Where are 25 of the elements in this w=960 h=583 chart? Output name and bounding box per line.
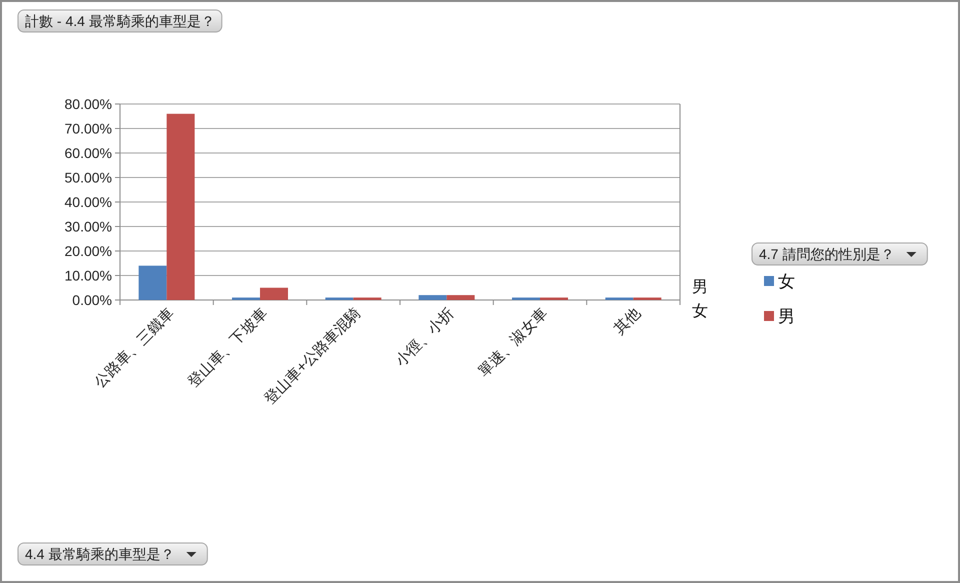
legend-label: 女	[778, 272, 795, 291]
chart-title: 計數 - 4.4 最常騎乘的車型是？	[25, 13, 215, 29]
series-name-label: 女	[692, 303, 708, 320]
bar	[166, 114, 195, 300]
y-tick-label: 70.00%	[64, 120, 112, 136]
bar	[446, 295, 475, 300]
y-tick-label: 50.00%	[64, 170, 112, 186]
annotation: 4.4 最常騎乘的車型是？	[18, 542, 208, 566]
series-name-label: 男	[692, 279, 708, 296]
y-tick-label: 80.00%	[64, 96, 112, 112]
legend-title: 4.7 請問您的性別是？	[759, 246, 894, 262]
y-tick-label: 40.00%	[64, 194, 112, 210]
x-tick-label: 其他	[610, 304, 644, 338]
bar	[138, 266, 167, 300]
title: 計數 - 4.4 最常騎乘的車型是？	[18, 10, 222, 32]
legend-label: 男	[778, 307, 795, 326]
x-tick-label: 小徑、小折	[392, 304, 458, 370]
x-tick-label: 單速、淑女車	[475, 304, 551, 380]
bar	[260, 288, 288, 300]
legend-title: 4.7 請問您的性別是？	[752, 242, 928, 266]
y-tick-label: 20.00%	[64, 243, 112, 259]
bar	[418, 295, 447, 300]
y-tick-label: 10.00%	[64, 268, 112, 284]
y-tick-label: 60.00%	[64, 145, 112, 161]
y-tick-label: 30.00%	[64, 218, 112, 234]
